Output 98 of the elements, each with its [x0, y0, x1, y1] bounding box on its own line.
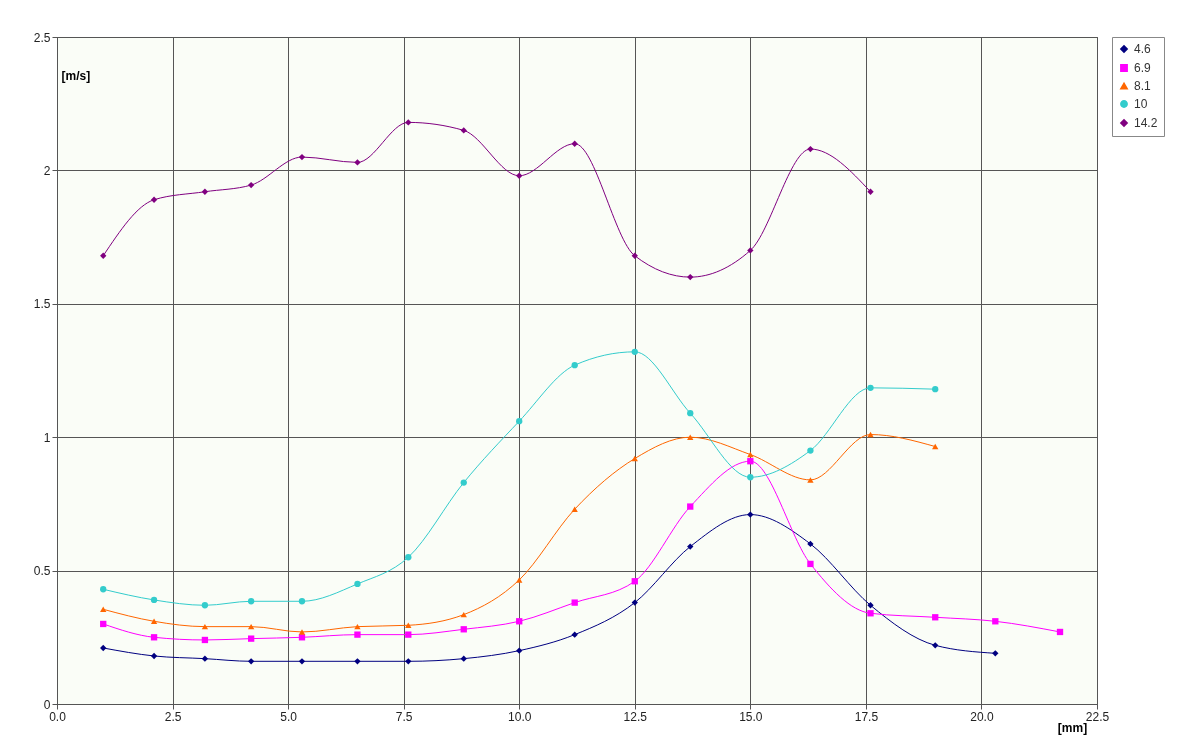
point [932, 443, 939, 450]
point [631, 348, 638, 355]
point [405, 658, 412, 665]
x-tick-label: 22.5 [1085, 709, 1110, 724]
legend-label: 14.2 [1134, 116, 1158, 130]
point [807, 145, 814, 153]
point [687, 503, 694, 510]
point [100, 606, 107, 613]
point [354, 623, 361, 630]
point [405, 554, 412, 561]
point [992, 618, 999, 625]
point [687, 410, 694, 417]
point [100, 644, 107, 652]
point [747, 511, 754, 518]
x-tick-label: 7.5 [395, 709, 413, 724]
point [747, 458, 754, 465]
point [247, 598, 255, 605]
point [687, 273, 694, 281]
point [571, 506, 578, 512]
point [247, 181, 255, 189]
point [867, 610, 874, 617]
point [100, 620, 107, 628]
point [298, 598, 306, 605]
x-axis-title: [mm] [1057, 720, 1088, 735]
point [298, 658, 306, 665]
legend-label: 10 [1134, 97, 1148, 111]
point [100, 252, 107, 259]
point [747, 474, 754, 481]
x-tick-label: 12.5 [623, 709, 648, 724]
point [298, 153, 306, 161]
point [932, 386, 939, 393]
point [516, 647, 523, 654]
y-tick-label: 2 [43, 163, 51, 178]
point [460, 626, 467, 633]
point [631, 578, 638, 585]
point [516, 618, 523, 625]
point [150, 634, 158, 641]
x-tick-label: 10.0 [508, 709, 532, 724]
point [201, 602, 209, 609]
legend-label: 8.1 [1134, 79, 1152, 93]
point [932, 614, 939, 621]
point [150, 652, 158, 660]
legend-label: 4.6 [1134, 42, 1152, 56]
y-axis-title: [m/s] [61, 68, 91, 83]
x-tick-label: 17.5 [854, 709, 879, 724]
point [807, 477, 814, 483]
point [571, 140, 578, 147]
point [807, 560, 814, 568]
point [150, 618, 158, 625]
point [247, 635, 255, 642]
point [201, 188, 209, 195]
point [354, 580, 361, 588]
x-tick-label: 2.5 [164, 709, 182, 724]
point [687, 543, 694, 550]
point [201, 636, 209, 644]
point [150, 596, 158, 604]
y-tick-label: 2.5 [33, 30, 51, 45]
y-tick-label: 0.5 [33, 564, 51, 579]
y-tick-label: 1 [43, 430, 51, 445]
point [150, 196, 158, 203]
point [687, 434, 694, 440]
y-tick-label: 1.5 [33, 297, 51, 312]
point [571, 631, 578, 638]
point [405, 622, 412, 629]
point [867, 188, 874, 195]
y-tick-label: 0 [43, 697, 51, 712]
point [516, 418, 523, 425]
legend-label: 6.9 [1134, 61, 1152, 75]
point [807, 447, 814, 454]
point [867, 384, 874, 391]
point [460, 479, 467, 486]
x-tick-label: 5.0 [280, 709, 298, 724]
point [298, 629, 306, 635]
point [460, 127, 467, 134]
point [460, 655, 467, 662]
point [932, 642, 939, 649]
point [992, 650, 999, 657]
point [631, 599, 638, 606]
point [1056, 628, 1064, 636]
point [354, 631, 361, 638]
point [516, 577, 523, 583]
point [631, 252, 638, 259]
point [100, 586, 107, 593]
x-tick-label: 0.0 [49, 709, 67, 724]
point [807, 540, 814, 548]
point [516, 172, 523, 179]
point [571, 362, 578, 369]
point [405, 119, 412, 126]
point [201, 655, 209, 662]
point [247, 658, 255, 665]
point [867, 602, 874, 609]
point [405, 631, 412, 638]
point [571, 599, 578, 606]
x-tick-label: 15.0 [739, 709, 763, 724]
x-tick-label: 20.0 [970, 709, 994, 724]
point [747, 247, 754, 254]
point [354, 159, 361, 166]
point [354, 658, 361, 665]
